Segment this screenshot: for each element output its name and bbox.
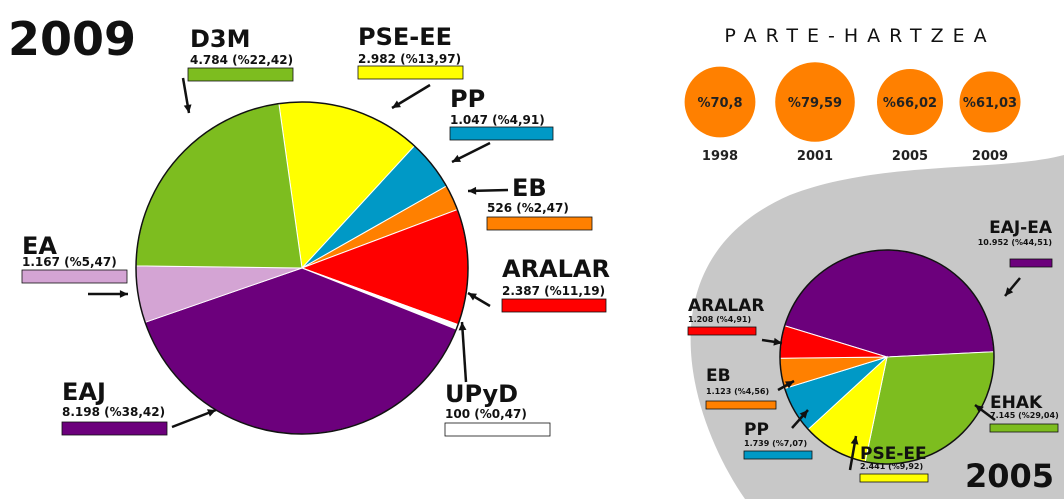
bubble-value-label: %70,8	[697, 96, 742, 111]
slice-value-label: 1.208 (%4,91)	[688, 315, 751, 324]
legend-swatch	[989, 423, 1059, 433]
arrow-head	[119, 290, 128, 298]
arrow-head	[975, 405, 984, 413]
legend-swatch	[357, 65, 464, 80]
arrow-head	[1005, 287, 1014, 296]
slice-value-label: 1.123 (%4,56)	[706, 387, 769, 396]
arrow-head	[452, 154, 461, 162]
arrow-head	[392, 100, 401, 108]
arrow-head	[773, 337, 782, 346]
slice-value-label: 8.198 (%38,42)	[62, 405, 165, 419]
slice-value-label: 1.047 (%4,91)	[450, 113, 545, 127]
arrow-head	[799, 410, 808, 419]
legend-swatch	[501, 298, 607, 313]
legend-swatch	[486, 216, 593, 231]
arrow-head	[458, 322, 467, 331]
chart-title: PARTE-HARTZEA	[724, 25, 995, 47]
slice-label: PP	[450, 85, 485, 113]
slice-value-label: 2.441 (%9,92)	[860, 462, 923, 471]
chart-title: 2009	[8, 12, 136, 66]
slice-label: EB	[512, 174, 547, 202]
arrow-head	[468, 293, 477, 301]
slice-label: D3M	[190, 25, 251, 53]
arrow-head	[183, 104, 192, 113]
legend-swatch	[444, 422, 551, 437]
pie-slice	[135, 103, 303, 269]
slice-label: PSE-EE	[358, 23, 452, 51]
legend-swatch	[705, 400, 777, 410]
slice-label: PP	[744, 420, 769, 440]
chart-title: 2005	[965, 457, 1054, 495]
legend-swatch	[61, 421, 168, 436]
slice-value-label: 1.167 (%5,47)	[22, 255, 117, 269]
turnout-bubble	[959, 71, 1021, 133]
slice-label: UPyD	[445, 380, 518, 408]
arrow-head	[468, 186, 477, 195]
legend-swatch	[859, 473, 929, 483]
turnout-bubble	[775, 62, 855, 142]
turnout-bubble	[876, 68, 944, 136]
year-label: 2005	[892, 149, 928, 164]
arrow-head	[207, 409, 216, 417]
slice-value-label: 1.739 (%7,07)	[744, 439, 807, 448]
arrow-head	[785, 381, 794, 389]
slice-value-label: 100 (%0,47)	[445, 407, 527, 421]
legend-swatch	[687, 326, 757, 336]
slice-value-label: 7.145 (%29,04)	[990, 411, 1059, 420]
slice-label: ARALAR	[502, 255, 610, 283]
slice-value-label: 2.387 (%11,19)	[502, 284, 605, 298]
legend-swatch	[1009, 258, 1053, 268]
slice-label: EA	[22, 232, 57, 260]
arrow-head	[850, 436, 859, 445]
turnout-bubble	[684, 66, 756, 138]
slice-label: EAJ	[62, 378, 106, 406]
arrow	[460, 321, 468, 383]
slice-label: EAJ-EA	[989, 218, 1053, 238]
year-label: 2001	[797, 149, 833, 164]
slice-label: ARALAR	[688, 296, 764, 316]
pie-outline	[135, 101, 469, 435]
slice-value-label: 10.952 (%44,51)	[978, 238, 1052, 247]
slice-value-label: 2.982 (%13,97)	[358, 52, 461, 66]
year-label: 1998	[702, 149, 738, 164]
bubble-value-label: %61,03	[963, 96, 1017, 111]
slice-label: PSE-EE	[860, 444, 927, 464]
year-label: 2009	[972, 149, 1008, 164]
slice-value-label: 526 (%2,47)	[487, 201, 569, 215]
slice-label: EB	[706, 366, 731, 386]
legend-swatch	[449, 126, 554, 141]
pie-outline	[779, 249, 995, 465]
legend-swatch	[743, 450, 813, 460]
bubble-value-label: %79,59	[788, 96, 842, 111]
bubble-value-label: %66,02	[883, 96, 937, 111]
legend-swatch	[187, 67, 294, 82]
slice-label: EHAK	[990, 393, 1043, 413]
legend-swatch	[21, 269, 128, 284]
slice-value-label: 4.784 (%22,42)	[190, 53, 293, 67]
